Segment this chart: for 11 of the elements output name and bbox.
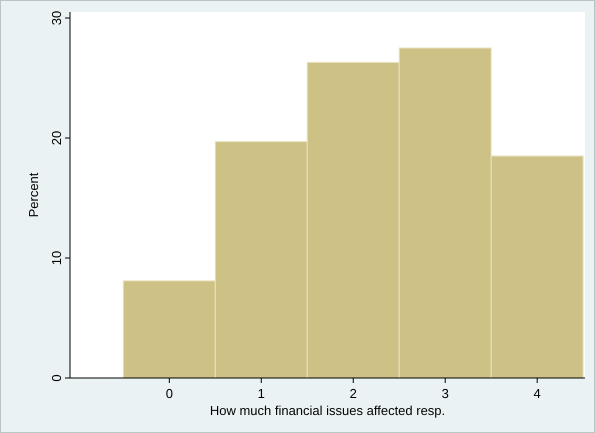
y-tick-label: 30 (49, 10, 64, 26)
y-tick-label: 10 (49, 250, 64, 266)
x-axis-title: How much financial issues affected resp. (210, 403, 446, 418)
x-tick-label: 3 (442, 386, 449, 401)
x-tick-label: 2 (350, 386, 357, 401)
x-tick-label: 4 (534, 386, 541, 401)
x-tick-label: 1 (258, 386, 265, 401)
x-tick-label: 0 (166, 386, 173, 401)
y-tick-label: 20 (49, 130, 64, 146)
y-tick-label: 0 (49, 374, 64, 382)
y-axis-title: Percent (26, 172, 41, 218)
